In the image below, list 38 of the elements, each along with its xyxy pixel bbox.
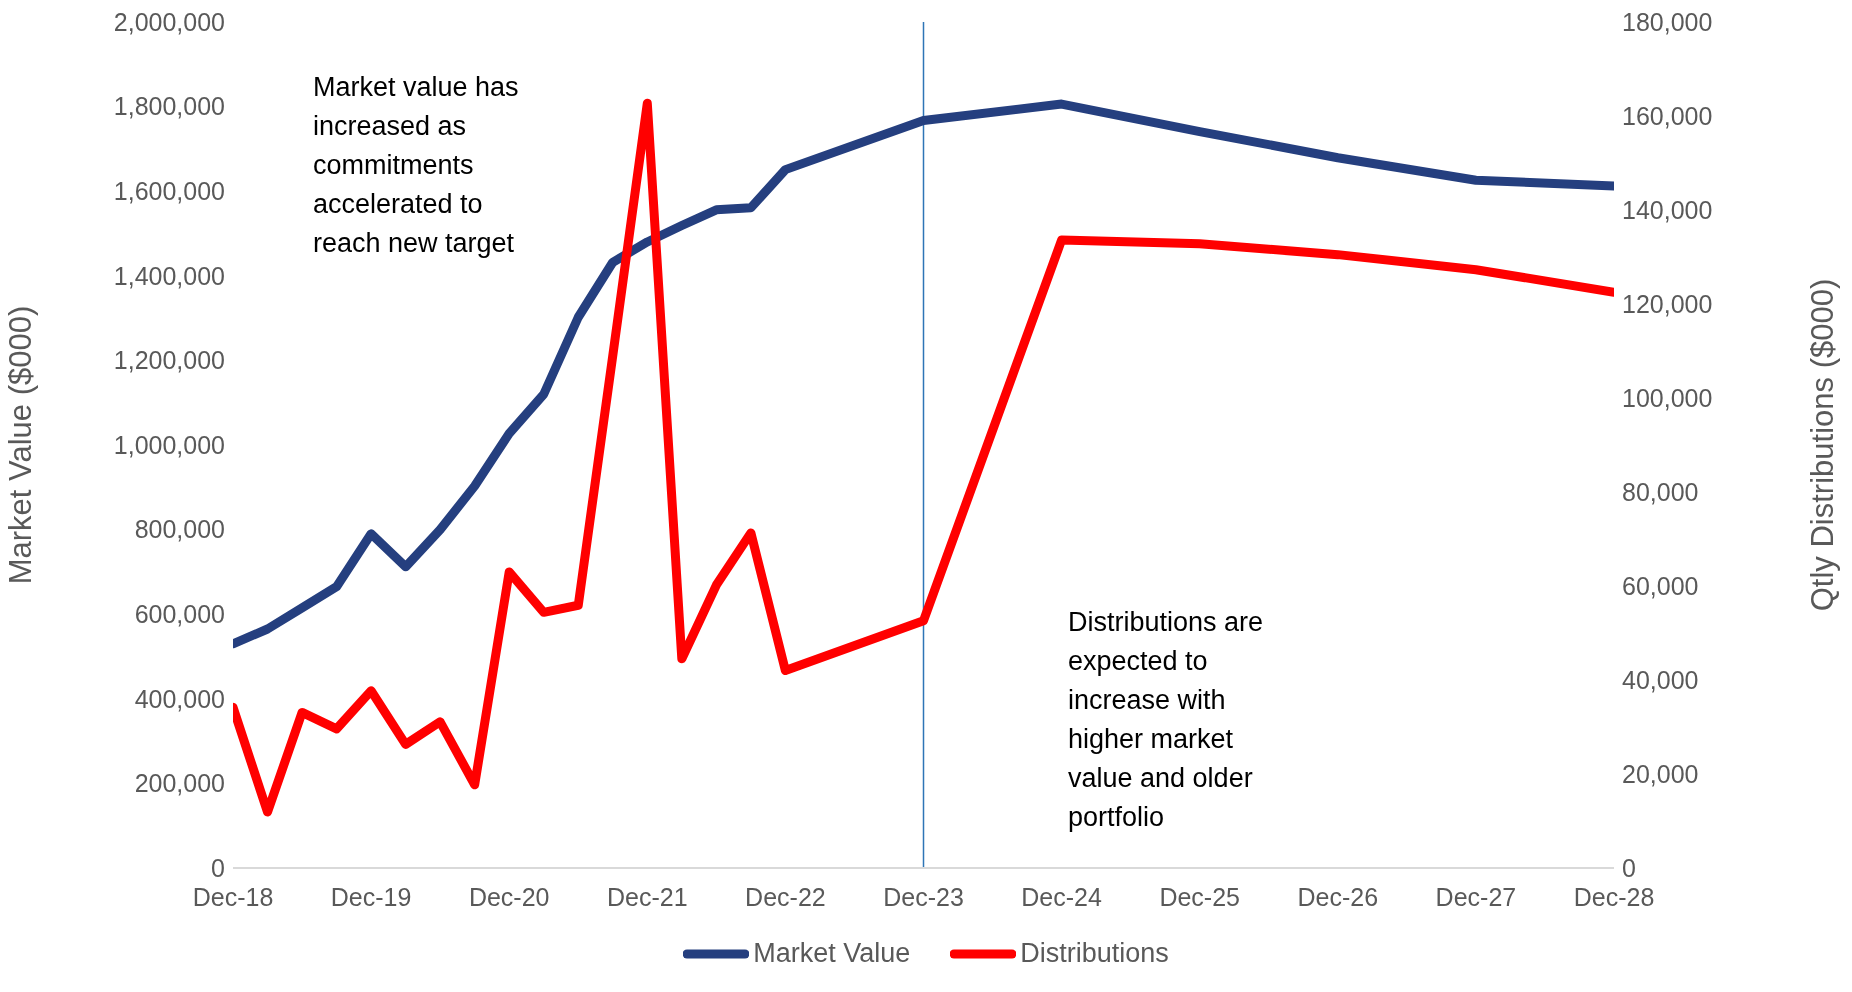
y2-tick-label: 100,000 <box>1622 383 1713 412</box>
x-tick-label: Dec-19 <box>330 882 412 911</box>
y2-tick-label: 40,000 <box>1622 665 1699 694</box>
x-tick-label: Dec-28 <box>1573 882 1655 911</box>
x-tick-label: Dec-21 <box>607 882 688 911</box>
x-tick-label: Dec-27 <box>1435 882 1517 911</box>
y-axis-title: Market Value ($000) <box>3 305 39 585</box>
legend-label: Market Value <box>753 938 911 969</box>
y2-tick-label: 160,000 <box>1622 101 1713 130</box>
y2-tick-label: 140,000 <box>1622 195 1713 224</box>
annotation: Distributions are expected to increase with higher market value and older portfolio <box>1068 606 1265 834</box>
y-tick-label: 1,400,000 <box>113 261 225 290</box>
y2-tick-label: 120,000 <box>1622 289 1713 318</box>
y-tick-label: 2,000,000 <box>113 7 225 36</box>
y2-axis-title: Qtly Distributions ($000) <box>1805 278 1841 612</box>
y2-tick-label: 20,000 <box>1622 759 1699 788</box>
y-tick-label: 800,000 <box>134 515 225 544</box>
y2-tick-label: 80,000 <box>1622 477 1699 506</box>
x-tick-label: Dec-24 <box>1021 882 1102 911</box>
y-tick-label: 200,000 <box>134 769 225 798</box>
annotation: Market value has increased as commitments accelerated to reach new target <box>313 71 520 260</box>
x-tick-label: Dec-26 <box>1297 882 1379 911</box>
y2-tick-label: 60,000 <box>1622 571 1699 600</box>
legend-label: Distributions <box>1020 938 1169 969</box>
x-tick-label: Dec-20 <box>468 882 550 911</box>
y2-tick-label: 0 <box>1622 853 1636 882</box>
y-tick-label: 400,000 <box>134 684 225 713</box>
x-tick-label: Dec-25 <box>1159 882 1240 911</box>
y-tick-label: 1,600,000 <box>113 177 225 206</box>
y-tick-label: 1,000,000 <box>113 430 225 459</box>
x-tick-label: Dec-22 <box>745 882 826 911</box>
y2-tick-label: 180,000 <box>1622 7 1713 36</box>
x-tick-label: Dec-23 <box>883 882 964 911</box>
y-tick-label: 1,200,000 <box>113 346 225 375</box>
y-tick-label: 0 <box>211 853 225 882</box>
x-tick-label: Dec-18 <box>192 882 274 911</box>
y-tick-label: 1,800,000 <box>113 92 225 121</box>
y-tick-label: 600,000 <box>134 600 225 629</box>
